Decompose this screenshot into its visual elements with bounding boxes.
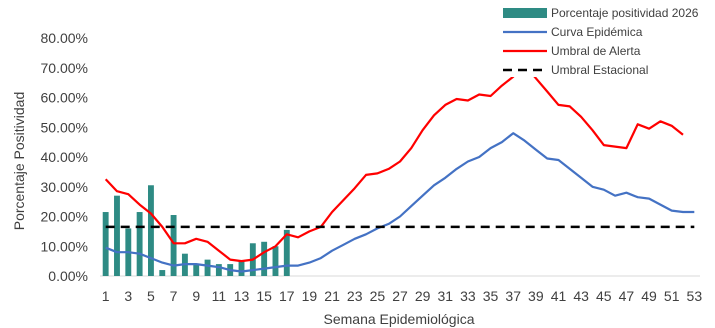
x-tick-label: 53 <box>687 288 703 304</box>
bar <box>148 185 154 276</box>
x-axis-title: Semana Epidemiológica <box>324 311 475 327</box>
bar <box>283 229 290 276</box>
bar <box>261 241 268 276</box>
x-tick-label: 15 <box>256 288 272 304</box>
x-tick-label: 31 <box>437 288 453 304</box>
bar <box>170 215 177 276</box>
bar <box>272 246 279 276</box>
legend-label: Curva Epidémica <box>551 25 643 39</box>
bar-series <box>102 185 290 276</box>
bar <box>193 264 200 276</box>
y-tick-label: 60.00% <box>41 90 88 106</box>
y-tick-label: 10.00% <box>41 238 88 254</box>
x-tick-label: 37 <box>505 288 521 304</box>
y-tick-label: 80.00% <box>41 30 88 46</box>
bar <box>204 259 211 276</box>
y-tick-label: 0.00% <box>48 268 88 284</box>
x-tick-label: 21 <box>324 288 340 304</box>
bar <box>136 212 143 276</box>
series-line <box>104 63 684 263</box>
x-tick-label: 5 <box>147 288 155 304</box>
x-tick-label: 41 <box>551 288 567 304</box>
bar <box>114 195 120 276</box>
legend-label: Porcentaje positividad 2026 <box>551 6 699 20</box>
x-tick-label: 33 <box>460 288 476 304</box>
x-tick-label: 49 <box>641 288 657 304</box>
legend-label: Umbral de Alerta <box>551 44 641 58</box>
series-line <box>105 132 695 273</box>
y-tick-label: 50.00% <box>41 119 88 135</box>
x-tick-label: 35 <box>483 288 499 304</box>
x-tick-label: 11 <box>212 288 227 304</box>
x-tick-label: 25 <box>370 288 386 304</box>
x-tick-label: 39 <box>528 288 544 304</box>
x-tick-label: 19 <box>302 288 318 304</box>
line-series <box>104 63 695 273</box>
x-tick-label: 47 <box>619 288 635 304</box>
x-tick-label: 51 <box>664 288 680 304</box>
y-axis-ticks: 0.00% 10.00% 20.00% 30.00% 40.00% 50.00% 60.00… <box>41 30 88 284</box>
legend-swatch <box>503 8 547 18</box>
x-tick-label: 1 <box>102 288 110 304</box>
x-tick-label: 17 <box>279 288 295 304</box>
x-tick-label: 3 <box>124 288 132 304</box>
x-tick-label: 23 <box>347 288 363 304</box>
legend: Porcentaje positividad 2026 Curva Epidémi… <box>496 3 699 77</box>
y-tick-label: 30.00% <box>41 179 88 195</box>
x-tick-label: 27 <box>392 288 408 304</box>
bar <box>102 212 109 276</box>
legend-label: Umbral Estacional <box>551 63 648 77</box>
x-tick-label: 7 <box>170 288 178 304</box>
bar <box>215 264 222 276</box>
y-tick-label: 20.00% <box>41 209 88 225</box>
y-axis-title: Porcentaje Positividad <box>11 92 27 231</box>
x-tick-label: 45 <box>596 288 612 304</box>
x-tick-label: 29 <box>415 288 431 304</box>
x-tick-label: 43 <box>573 288 589 304</box>
x-tick-label: 9 <box>192 288 200 304</box>
y-tick-label: 70.00% <box>41 60 88 76</box>
x-axis-ticks: 1 3 5 7 9 11 13 15 17 19 21 23 25 27 29 31 33 35 37 39 41 43 4… <box>102 288 703 304</box>
y-tick-label: 40.00% <box>41 149 88 165</box>
bar <box>238 261 245 276</box>
x-tick-label: 13 <box>234 288 250 304</box>
bar <box>159 270 166 276</box>
